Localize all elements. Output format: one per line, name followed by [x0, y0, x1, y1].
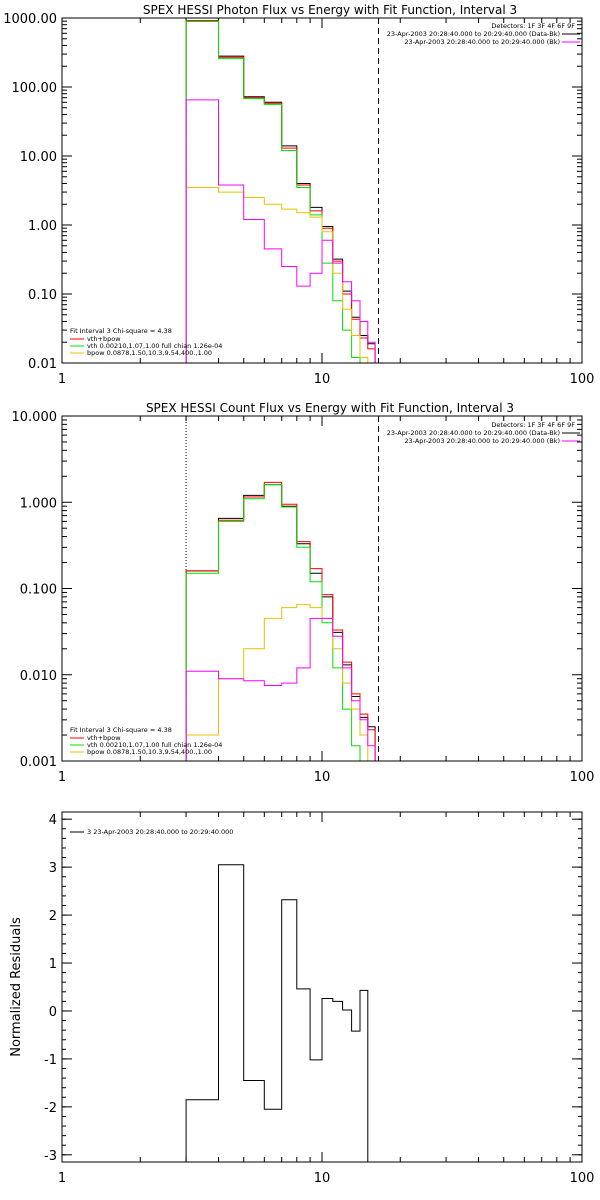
photon-bk-label: 23-Apr-2003 20:28:40.000 to 20:29:40.000… — [404, 38, 560, 46]
y-tick-label: 10.00 — [20, 150, 57, 165]
x-tick-label: 1 — [58, 372, 66, 387]
count-series-bk — [185, 617, 376, 761]
residuals-plot-frame — [61, 811, 583, 1163]
count-fit-interval-label: Fit Interval 3 Chi-square = 4.38 — [70, 726, 172, 734]
x-tick-label: 1 — [58, 770, 66, 785]
count-flux-plot-frame — [61, 415, 583, 762]
y-tick-label: 0 — [49, 1005, 57, 1020]
y-tick-label: 0.010 — [20, 669, 57, 684]
y-tick-label: 10.000 — [12, 410, 58, 425]
y-tick-label: 2 — [49, 909, 57, 924]
x-tick-label: 1 — [58, 1171, 66, 1186]
photon-series-bk — [185, 99, 376, 363]
count-bk-label: 23-Apr-2003 20:28:40.000 to 20:29:40.000… — [404, 437, 560, 445]
residuals-panel: 1 10 100 -3 -2 -1 0 1 2 3 4 Normalized Residuals 3… — [9, 811, 594, 1186]
residuals-marks: 1 10 100 -3 -2 -1 0 1 2 3 4 — [44, 812, 594, 1186]
count-detectors-label: Detectors: 1F 3F 4F 6F 9F — [491, 421, 575, 429]
residual-series-3-23-apr-2003-20-28-40-000-to-20-29-40-000 — [185, 864, 369, 1162]
x-tick-label: 100 — [570, 372, 595, 387]
count-vth-label: vth 0.00210,1.07,1.00 full chian 1.26e-0… — [87, 741, 222, 749]
y-tick-label: 100.00 — [12, 81, 58, 96]
photon-bpow-label: bpow 0.0878,1.50,10.3,9.54,400.,1.00 — [87, 349, 212, 357]
y-tick-label: 0.01 — [28, 357, 57, 372]
x-tick-label: 10 — [314, 770, 331, 785]
x-tick-label: 10 — [314, 372, 331, 387]
y-tick-label: 1.00 — [28, 219, 57, 234]
y-tick-label: 4 — [49, 813, 57, 828]
count-flux-panel: SPEX HESSI Count Flux vs Energy with Fit… — [12, 401, 595, 785]
residuals-legend-label: 3 23-Apr-2003 20:28:40.000 to 20:29:40.0… — [87, 828, 233, 836]
photon-fit-interval-label: Fit Interval 3 Chi-square = 4.38 — [70, 327, 172, 335]
photon-series-vth — [185, 20, 376, 364]
y-tick-label: 3 — [49, 861, 57, 876]
photon-detectors-label: Detectors: 1F 3F 4F 6F 9F — [491, 22, 575, 30]
y-tick-label: 1.000 — [20, 496, 57, 511]
photon-flux-plot-frame — [61, 17, 583, 364]
count-series-bpow — [185, 604, 376, 762]
photon-vth-label: vth 0.00210,1.07,1.00 full chian 1.26e-0… — [87, 342, 222, 350]
count-series-vth — [185, 484, 376, 762]
photon-data-bk-label: 23-Apr-2003 20:28:40.000 to 20:29:40.000… — [387, 30, 560, 38]
x-tick-label: 10 — [314, 1171, 331, 1186]
x-tick-label: 100 — [570, 1171, 595, 1186]
y-tick-label: -3 — [44, 1149, 57, 1164]
y-tick-label: -1 — [44, 1053, 57, 1068]
y-tick-label: 0.001 — [20, 755, 57, 770]
count-flux-title: SPEX HESSI Count Flux vs Energy with Fit… — [146, 401, 514, 415]
photon-flux-panel: SPEX HESSI Photon Flux vs Energy with Fi… — [3, 3, 594, 387]
x-tick-label: 100 — [570, 770, 595, 785]
count-bpow-label: bpow 0.0878,1.50,10.3,9.54,400.,1.00 — [87, 748, 212, 756]
y-tick-label: 0.10 — [28, 288, 57, 303]
y-tick-label: 0.100 — [20, 583, 57, 598]
count-flux-marks: 1 10 100 0.001 0.010 0.100 1.000 10.000 — [12, 410, 595, 785]
photon-flux-title: SPEX HESSI Photon Flux vs Energy with Fi… — [143, 3, 517, 17]
y-tick-label: 1 — [49, 957, 57, 972]
y-tick-label: -2 — [44, 1101, 57, 1116]
count-total-label: vth+bpow — [87, 734, 121, 742]
residuals-y-axis-label: Normalized Residuals — [9, 917, 24, 1057]
count-data-bk-label: 23-Apr-2003 20:28:40.000 to 20:29:40.000… — [387, 429, 560, 437]
y-tick-label: 1000.00 — [3, 12, 57, 27]
photon-total-label: vth+bpow — [87, 335, 121, 343]
